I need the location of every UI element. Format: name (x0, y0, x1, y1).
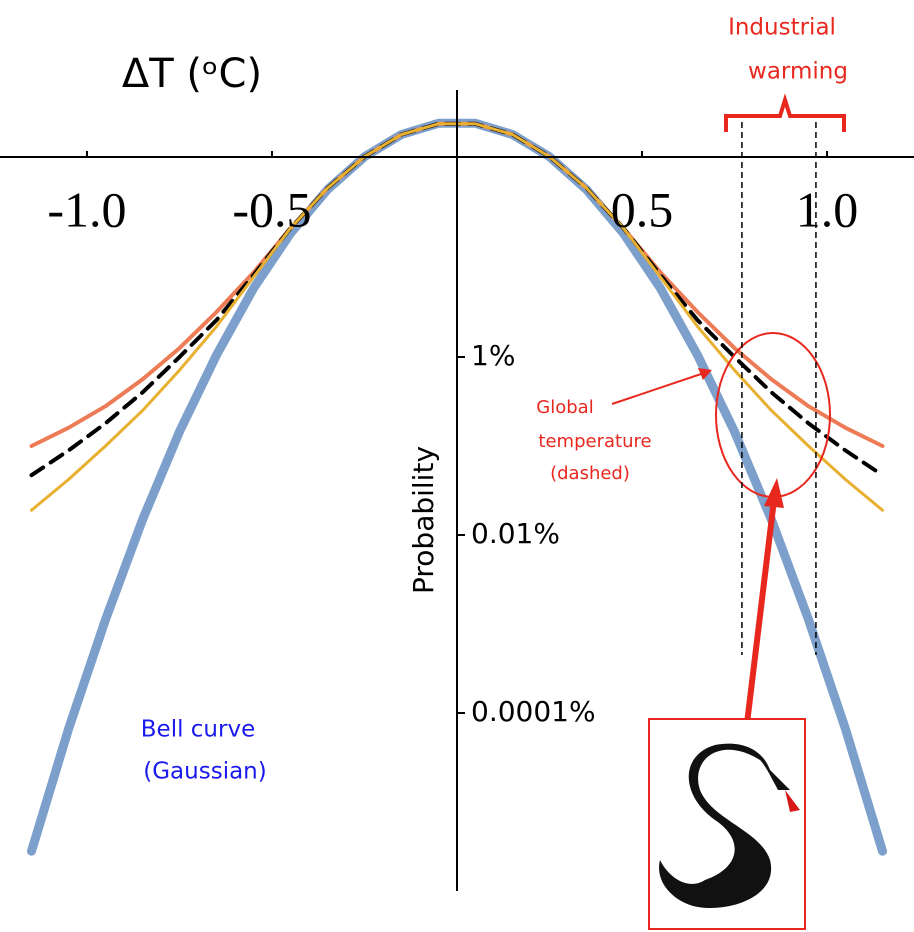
annotation: (dashed) (550, 463, 630, 484)
x-tick-label: -0.5 (232, 181, 311, 237)
y-axis-label: Probability (407, 446, 440, 594)
y-tick-label: 0.0001% (471, 695, 596, 728)
chart-title: ΔT (ᵒC) (122, 51, 262, 97)
arrow-head (698, 368, 712, 380)
annotation: (Gaussian) (143, 759, 266, 785)
annotation: temperature (538, 431, 651, 452)
annotation: Global (536, 397, 593, 418)
arrow (742, 499, 777, 741)
y-tick-label: 1% (471, 339, 515, 372)
bracket (724, 93, 846, 132)
swan (659, 743, 790, 908)
x-tick-label: -1.0 (47, 181, 126, 237)
annotation: warming (748, 59, 848, 85)
arrow-head (764, 478, 784, 508)
x-tick-label: 0.5 (611, 181, 674, 237)
swan-beak (785, 790, 800, 812)
callouts (611, 332, 831, 930)
annotation: Industrial (728, 15, 836, 41)
y-tick-label: 0.01% (471, 517, 560, 550)
annotation: Bell curve (141, 717, 255, 743)
x-tick-label: 1.0 (796, 181, 859, 237)
arrow (611, 372, 705, 405)
highlight-circle (715, 332, 831, 498)
